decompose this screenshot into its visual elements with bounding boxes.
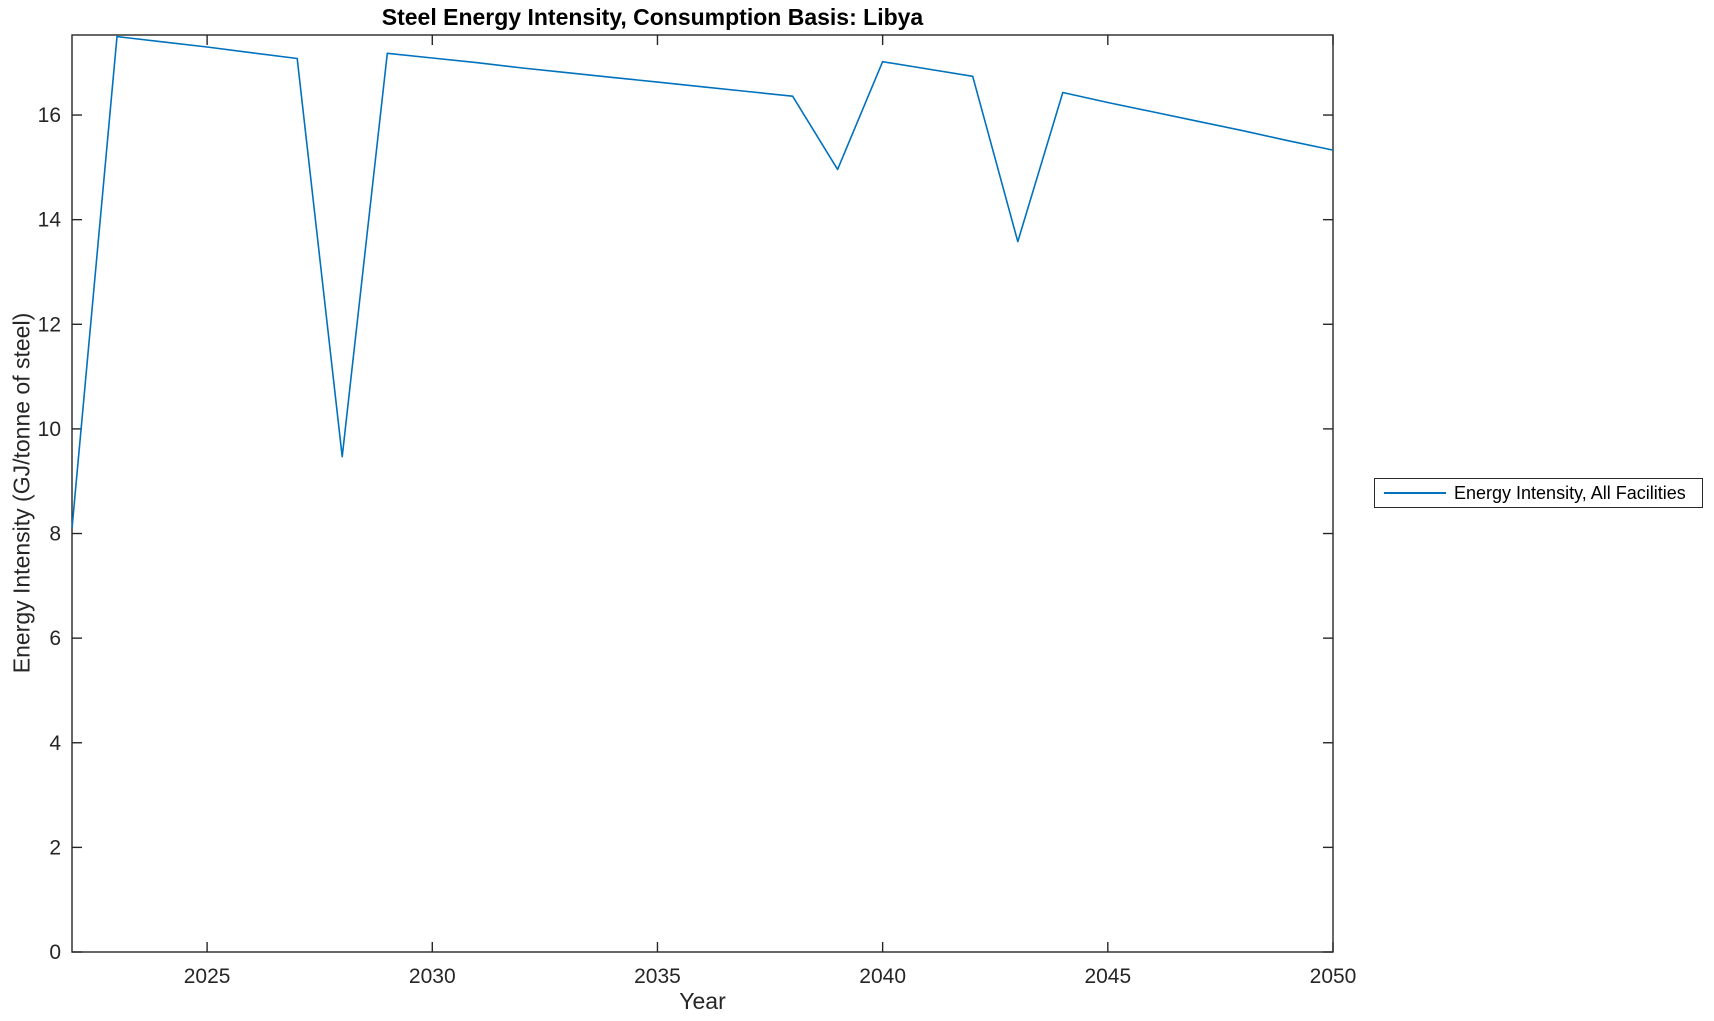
- legend-entry-label: Energy Intensity, All Facilities: [1454, 482, 1686, 503]
- y-tick-label: 12: [38, 313, 61, 336]
- legend: Energy Intensity, All Facilities: [1374, 478, 1703, 508]
- x-tick-label: 2040: [859, 965, 906, 988]
- chart-title: Steel Energy Intensity, Consumption Basi…: [381, 4, 924, 30]
- y-tick-label: 8: [49, 523, 61, 546]
- axis-frame: [71, 34, 1334, 953]
- x-tick-label: 2035: [634, 965, 681, 988]
- y-tick-label: 0: [49, 941, 61, 964]
- x-tick-label: 2025: [184, 965, 231, 988]
- x-axis-label: Year: [679, 988, 726, 1014]
- x-tick-label: 2045: [1084, 965, 1131, 988]
- data-line: [71, 35, 1334, 529]
- y-tick-label: 6: [49, 627, 61, 650]
- x-tick-label: 2030: [409, 965, 456, 988]
- legend-line-swatch-icon: [1384, 492, 1446, 494]
- x-tick-label: 2050: [1310, 965, 1357, 988]
- y-tick-label: 4: [49, 732, 61, 755]
- y-tick-label: 16: [38, 104, 61, 127]
- y-tick-label: 10: [38, 418, 61, 441]
- y-tick-label: 14: [38, 209, 62, 232]
- y-tick-label: 2: [49, 836, 61, 859]
